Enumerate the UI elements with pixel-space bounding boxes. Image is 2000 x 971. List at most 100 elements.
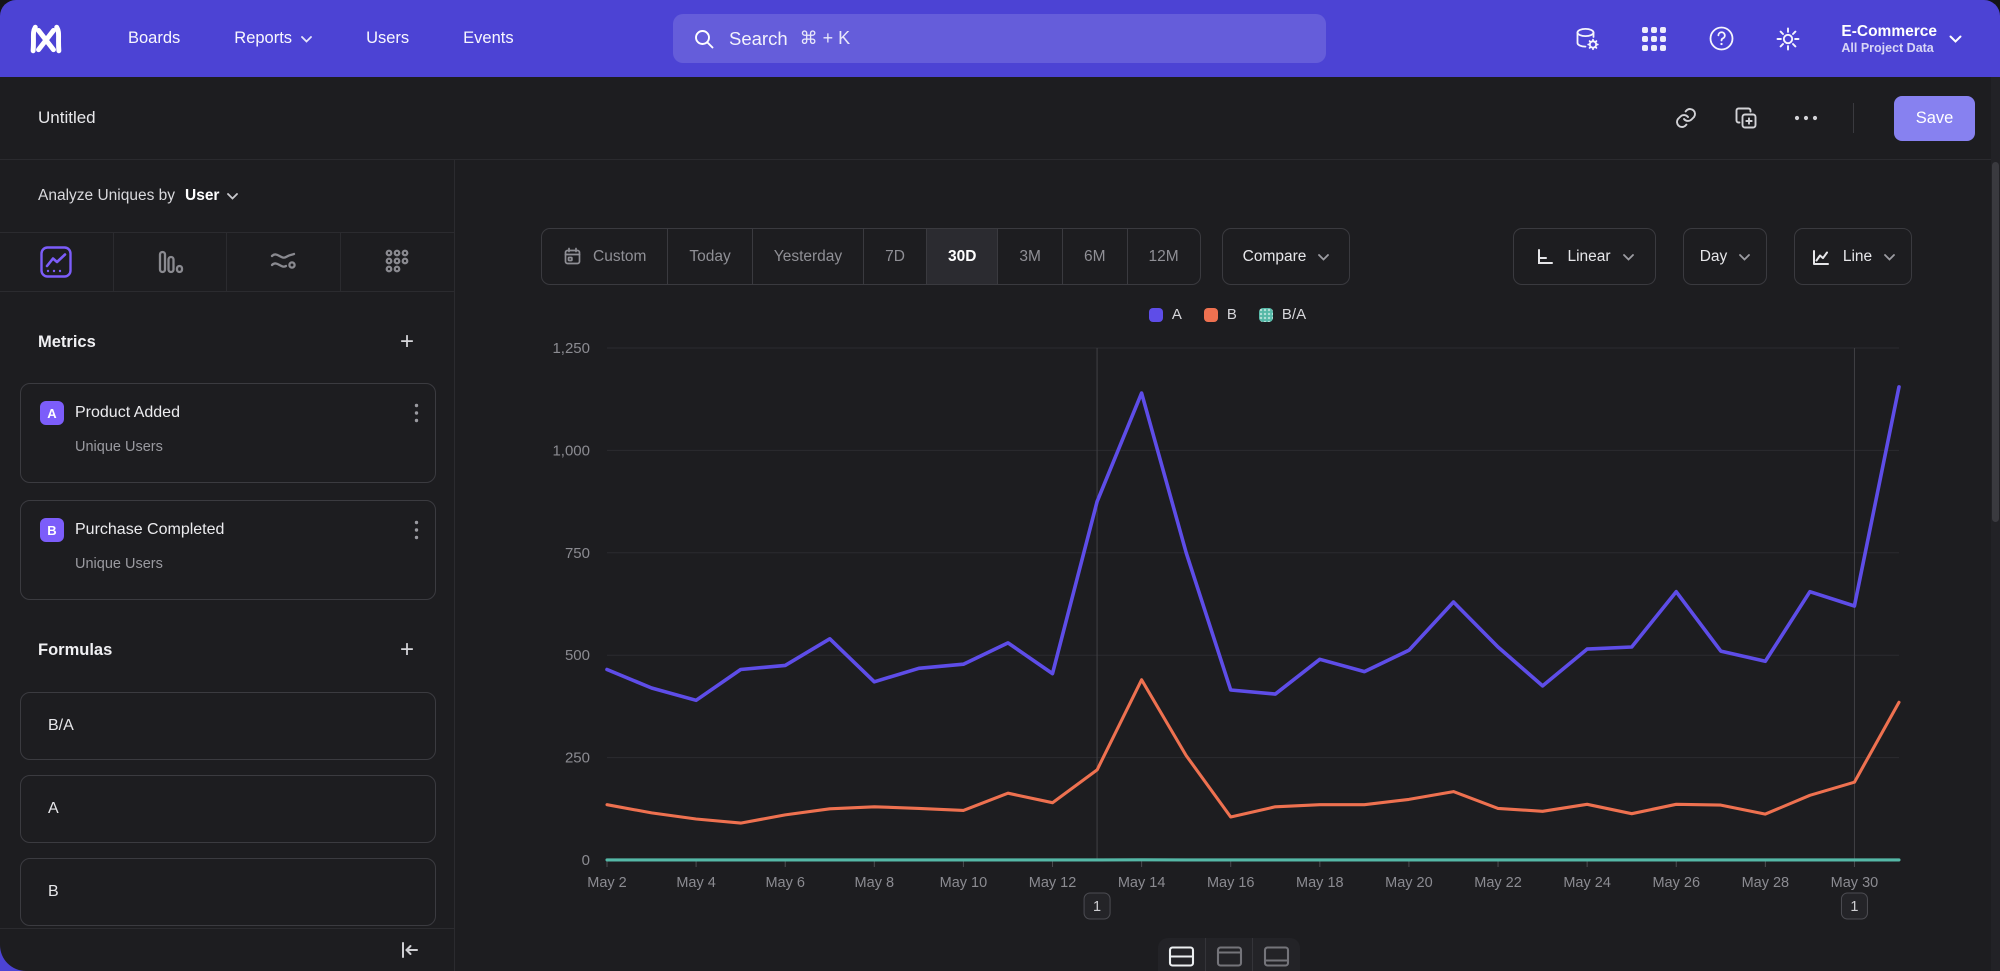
chevron-down-icon (301, 36, 312, 43)
nav-item-boards[interactable]: Boards (128, 29, 181, 47)
analyze-row: Analyze Uniques by User (0, 160, 454, 233)
formulas-title: Formulas (38, 640, 113, 659)
visualization-tabs (0, 233, 454, 292)
svg-text:May 6: May 6 (765, 875, 805, 891)
metric-grid-icon (385, 249, 409, 273)
report-title[interactable]: Untitled (38, 108, 96, 127)
add-metric-button[interactable]: + (399, 328, 414, 355)
layout-toggle-chart-view[interactable] (1206, 938, 1254, 971)
formula-card[interactable]: B (20, 858, 436, 926)
metric-options-button[interactable] (414, 520, 419, 540)
range-6m[interactable]: 6M (1063, 229, 1128, 284)
search-shortcut: ⌘ + K (799, 28, 851, 48)
logo-glyph (30, 24, 62, 53)
tab-flow[interactable] (227, 233, 341, 291)
data-management-icon[interactable] (1573, 25, 1601, 53)
metric-card-b[interactable]: B Purchase Completed Unique Users (20, 500, 436, 600)
nav-item-reports[interactable]: Reports (234, 29, 312, 48)
svg-text:May 10: May 10 (940, 875, 988, 891)
chart-type-dropdown[interactable]: Line (1794, 228, 1912, 285)
nav-item-users[interactable]: Users (366, 29, 410, 47)
layout-toggle-group (1158, 938, 1300, 971)
svg-text:May 12: May 12 (1029, 875, 1077, 891)
legend-swatch (1203, 307, 1218, 322)
add-formula-button[interactable]: + (399, 636, 414, 663)
svg-text:May 14: May 14 (1118, 875, 1166, 891)
legend-item-b[interactable]: B (1203, 306, 1237, 323)
linear-scale-icon (1538, 248, 1554, 264)
metric-options-button[interactable] (414, 403, 419, 423)
line-chart-icon (40, 246, 72, 278)
tab-line-chart[interactable] (0, 233, 114, 291)
formulas-header: Formulas + (0, 636, 454, 663)
svg-text:May 28: May 28 (1742, 875, 1790, 891)
svg-text:1,000: 1,000 (552, 442, 590, 459)
line-type-icon (1812, 249, 1829, 265)
metrics-header: Metrics + (0, 328, 454, 355)
line-chart[interactable]: 0 250 500 750 1,000 1,250 1 1 May 2 May 4 May 6 May… (455, 330, 2000, 950)
legend-item-b-a[interactable]: B/A (1258, 306, 1306, 323)
metric-card-a[interactable]: A Product Added Unique Users (20, 383, 436, 483)
chevron-down-icon (227, 192, 239, 200)
mixpanel-logo[interactable] (26, 24, 66, 54)
collapse-sidebar-icon[interactable] (397, 938, 421, 962)
primary-nav: Boards Reports Users Events (128, 29, 514, 48)
range-today[interactable]: Today (668, 229, 753, 284)
tab-metric-grid[interactable] (341, 233, 455, 291)
duplicate-icon[interactable] (1733, 105, 1759, 131)
svg-text:1,250: 1,250 (552, 340, 590, 357)
tab-bar-chart[interactable] (114, 233, 227, 291)
svg-text:0: 0 (582, 852, 590, 869)
svg-text:May 30: May 30 (1831, 875, 1879, 891)
settings-gear-icon[interactable] (1774, 25, 1802, 53)
svg-text:250: 250 (565, 750, 590, 767)
svg-text:750: 750 (565, 545, 590, 562)
scale-dropdown[interactable]: Linear (1513, 228, 1656, 285)
range-12m[interactable]: 12M (1128, 229, 1200, 284)
layout-toggle-split-view[interactable] (1158, 938, 1206, 971)
legend-item-a[interactable]: A (1148, 306, 1182, 323)
metric-letter-badge: A (40, 401, 64, 425)
analyze-entity-dropdown[interactable]: User (185, 187, 239, 205)
report-canvas: Custom Today Yesterday 7D 30D 3M 6M 12M Compare… (455, 160, 2000, 971)
project-name: E-Commerce (1841, 22, 1937, 40)
report-header: Untitled Save (0, 77, 2000, 160)
report-actions: Save (1673, 95, 1975, 141)
chevron-down-icon (1318, 254, 1330, 261)
more-icon[interactable] (1793, 105, 1819, 131)
svg-text:May 16: May 16 (1207, 875, 1255, 891)
help-icon[interactable] (1707, 25, 1735, 53)
flow-icon (271, 252, 296, 269)
search-icon (695, 29, 714, 48)
range-30d[interactable]: 30D (926, 229, 999, 284)
legend-swatch (1258, 307, 1273, 322)
project-switcher[interactable]: E-Commerce All Project Data (1841, 22, 1962, 56)
range-yesterday[interactable]: Yesterday (753, 229, 865, 284)
search-input[interactable]: Search ⌘ + K (673, 14, 1326, 63)
layout-toggle-table-view[interactable] (1253, 938, 1300, 971)
range-custom[interactable]: Custom (542, 229, 669, 284)
copy-link-icon[interactable] (1673, 105, 1699, 131)
range-3m[interactable]: 3M (998, 229, 1063, 284)
nav-item-events[interactable]: Events (463, 29, 514, 47)
metric-aggregation: Unique Users (75, 556, 163, 572)
series-B (605, 678, 1901, 825)
formula-card[interactable]: B/A (20, 692, 436, 760)
apps-grid-icon[interactable] (1640, 25, 1668, 53)
interval-dropdown[interactable]: Day (1683, 228, 1767, 285)
bar-chart-icon (158, 250, 183, 274)
svg-text:1: 1 (1093, 899, 1101, 915)
range-7d[interactable]: 7D (864, 229, 927, 284)
svg-text:500: 500 (565, 647, 590, 664)
sidebar-footer (0, 928, 454, 971)
formula-card[interactable]: A (20, 775, 436, 843)
save-button[interactable]: Save (1894, 95, 1975, 141)
kebab-menu-icon (414, 520, 419, 540)
svg-text:May 18: May 18 (1296, 875, 1344, 891)
scrollbar-track[interactable] (1991, 77, 2000, 971)
legend-swatch (1148, 307, 1163, 322)
calendar-icon (564, 247, 581, 265)
scrollbar-thumb[interactable] (1992, 162, 1999, 522)
compare-button[interactable]: Compare (1222, 228, 1350, 285)
